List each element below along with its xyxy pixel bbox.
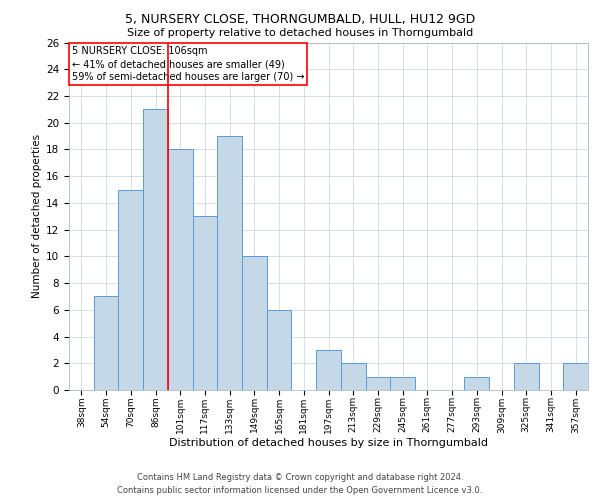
Bar xyxy=(118,190,143,390)
Bar xyxy=(267,310,292,390)
Text: 5, NURSERY CLOSE, THORNGUMBALD, HULL, HU12 9GD: 5, NURSERY CLOSE, THORNGUMBALD, HULL, HU… xyxy=(125,12,475,26)
Bar xyxy=(316,350,341,390)
Bar xyxy=(464,376,489,390)
Bar xyxy=(217,136,242,390)
X-axis label: Distribution of detached houses by size in Thorngumbald: Distribution of detached houses by size … xyxy=(169,438,488,448)
Text: 5 NURSERY CLOSE: 106sqm
← 41% of detached houses are smaller (49)
59% of semi-de: 5 NURSERY CLOSE: 106sqm ← 41% of detache… xyxy=(71,46,304,82)
Text: Contains HM Land Registry data © Crown copyright and database right 2024.: Contains HM Land Registry data © Crown c… xyxy=(137,472,463,482)
Bar xyxy=(193,216,217,390)
Text: Size of property relative to detached houses in Thorngumbald: Size of property relative to detached ho… xyxy=(127,28,473,38)
Y-axis label: Number of detached properties: Number of detached properties xyxy=(32,134,42,298)
Bar xyxy=(390,376,415,390)
Bar xyxy=(143,110,168,390)
Bar xyxy=(242,256,267,390)
Bar xyxy=(341,364,365,390)
Bar xyxy=(563,364,588,390)
Bar xyxy=(168,150,193,390)
Bar xyxy=(365,376,390,390)
Text: Contains public sector information licensed under the Open Government Licence v3: Contains public sector information licen… xyxy=(118,486,482,495)
Bar xyxy=(514,364,539,390)
Bar xyxy=(94,296,118,390)
